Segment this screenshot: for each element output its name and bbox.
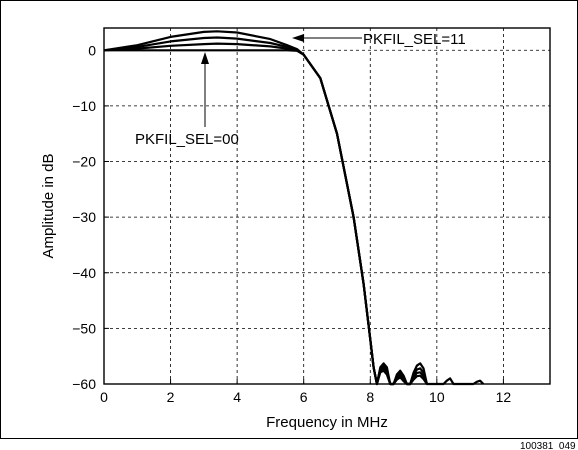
annotation-pkfil-sel-11: PKFIL_SEL=11 bbox=[292, 31, 466, 48]
x-tick-label: 2 bbox=[167, 389, 175, 405]
annotation-label-00: PKFIL_SEL=00 bbox=[135, 131, 239, 148]
x-tick-label: 0 bbox=[100, 389, 108, 405]
plot-area-border bbox=[103, 27, 551, 385]
x-tick-label: 8 bbox=[366, 389, 374, 405]
y-axis-label: Amplitude in dB bbox=[40, 153, 57, 258]
arrowhead-up-icon bbox=[201, 52, 209, 64]
ticks: 0 2 4 6 8 10 12 0 −10 −20 −30 −40 −50 −60 bbox=[72, 42, 511, 405]
y-tick-label: −10 bbox=[72, 98, 96, 114]
y-tick-label: −60 bbox=[72, 376, 96, 392]
grid bbox=[104, 28, 550, 384]
y-tick-label: −50 bbox=[72, 320, 96, 336]
annotation-label-11: PKFIL_SEL=11 bbox=[363, 31, 466, 48]
x-tick-label: 12 bbox=[496, 389, 512, 405]
annotation-pkfil-sel-00: PKFIL_SEL=00 bbox=[135, 52, 239, 148]
x-tick-label: 10 bbox=[429, 389, 445, 405]
y-tick-label: −30 bbox=[72, 209, 96, 225]
x-tick-label: 6 bbox=[300, 389, 308, 405]
series-line-0 bbox=[103, 30, 485, 386]
arrowhead-left-icon bbox=[292, 34, 304, 42]
y-tick-label: −20 bbox=[72, 154, 96, 170]
x-axis-label: Frequency in MHz bbox=[266, 414, 388, 431]
y-tick-label: −40 bbox=[72, 265, 96, 281]
series-group bbox=[103, 30, 485, 386]
y-tick-label: 0 bbox=[88, 42, 96, 58]
figure-id: 100381_049 bbox=[520, 441, 576, 450]
x-tick-label: 4 bbox=[233, 389, 241, 405]
series-line-1 bbox=[103, 36, 428, 386]
series-line-2 bbox=[103, 42, 428, 386]
